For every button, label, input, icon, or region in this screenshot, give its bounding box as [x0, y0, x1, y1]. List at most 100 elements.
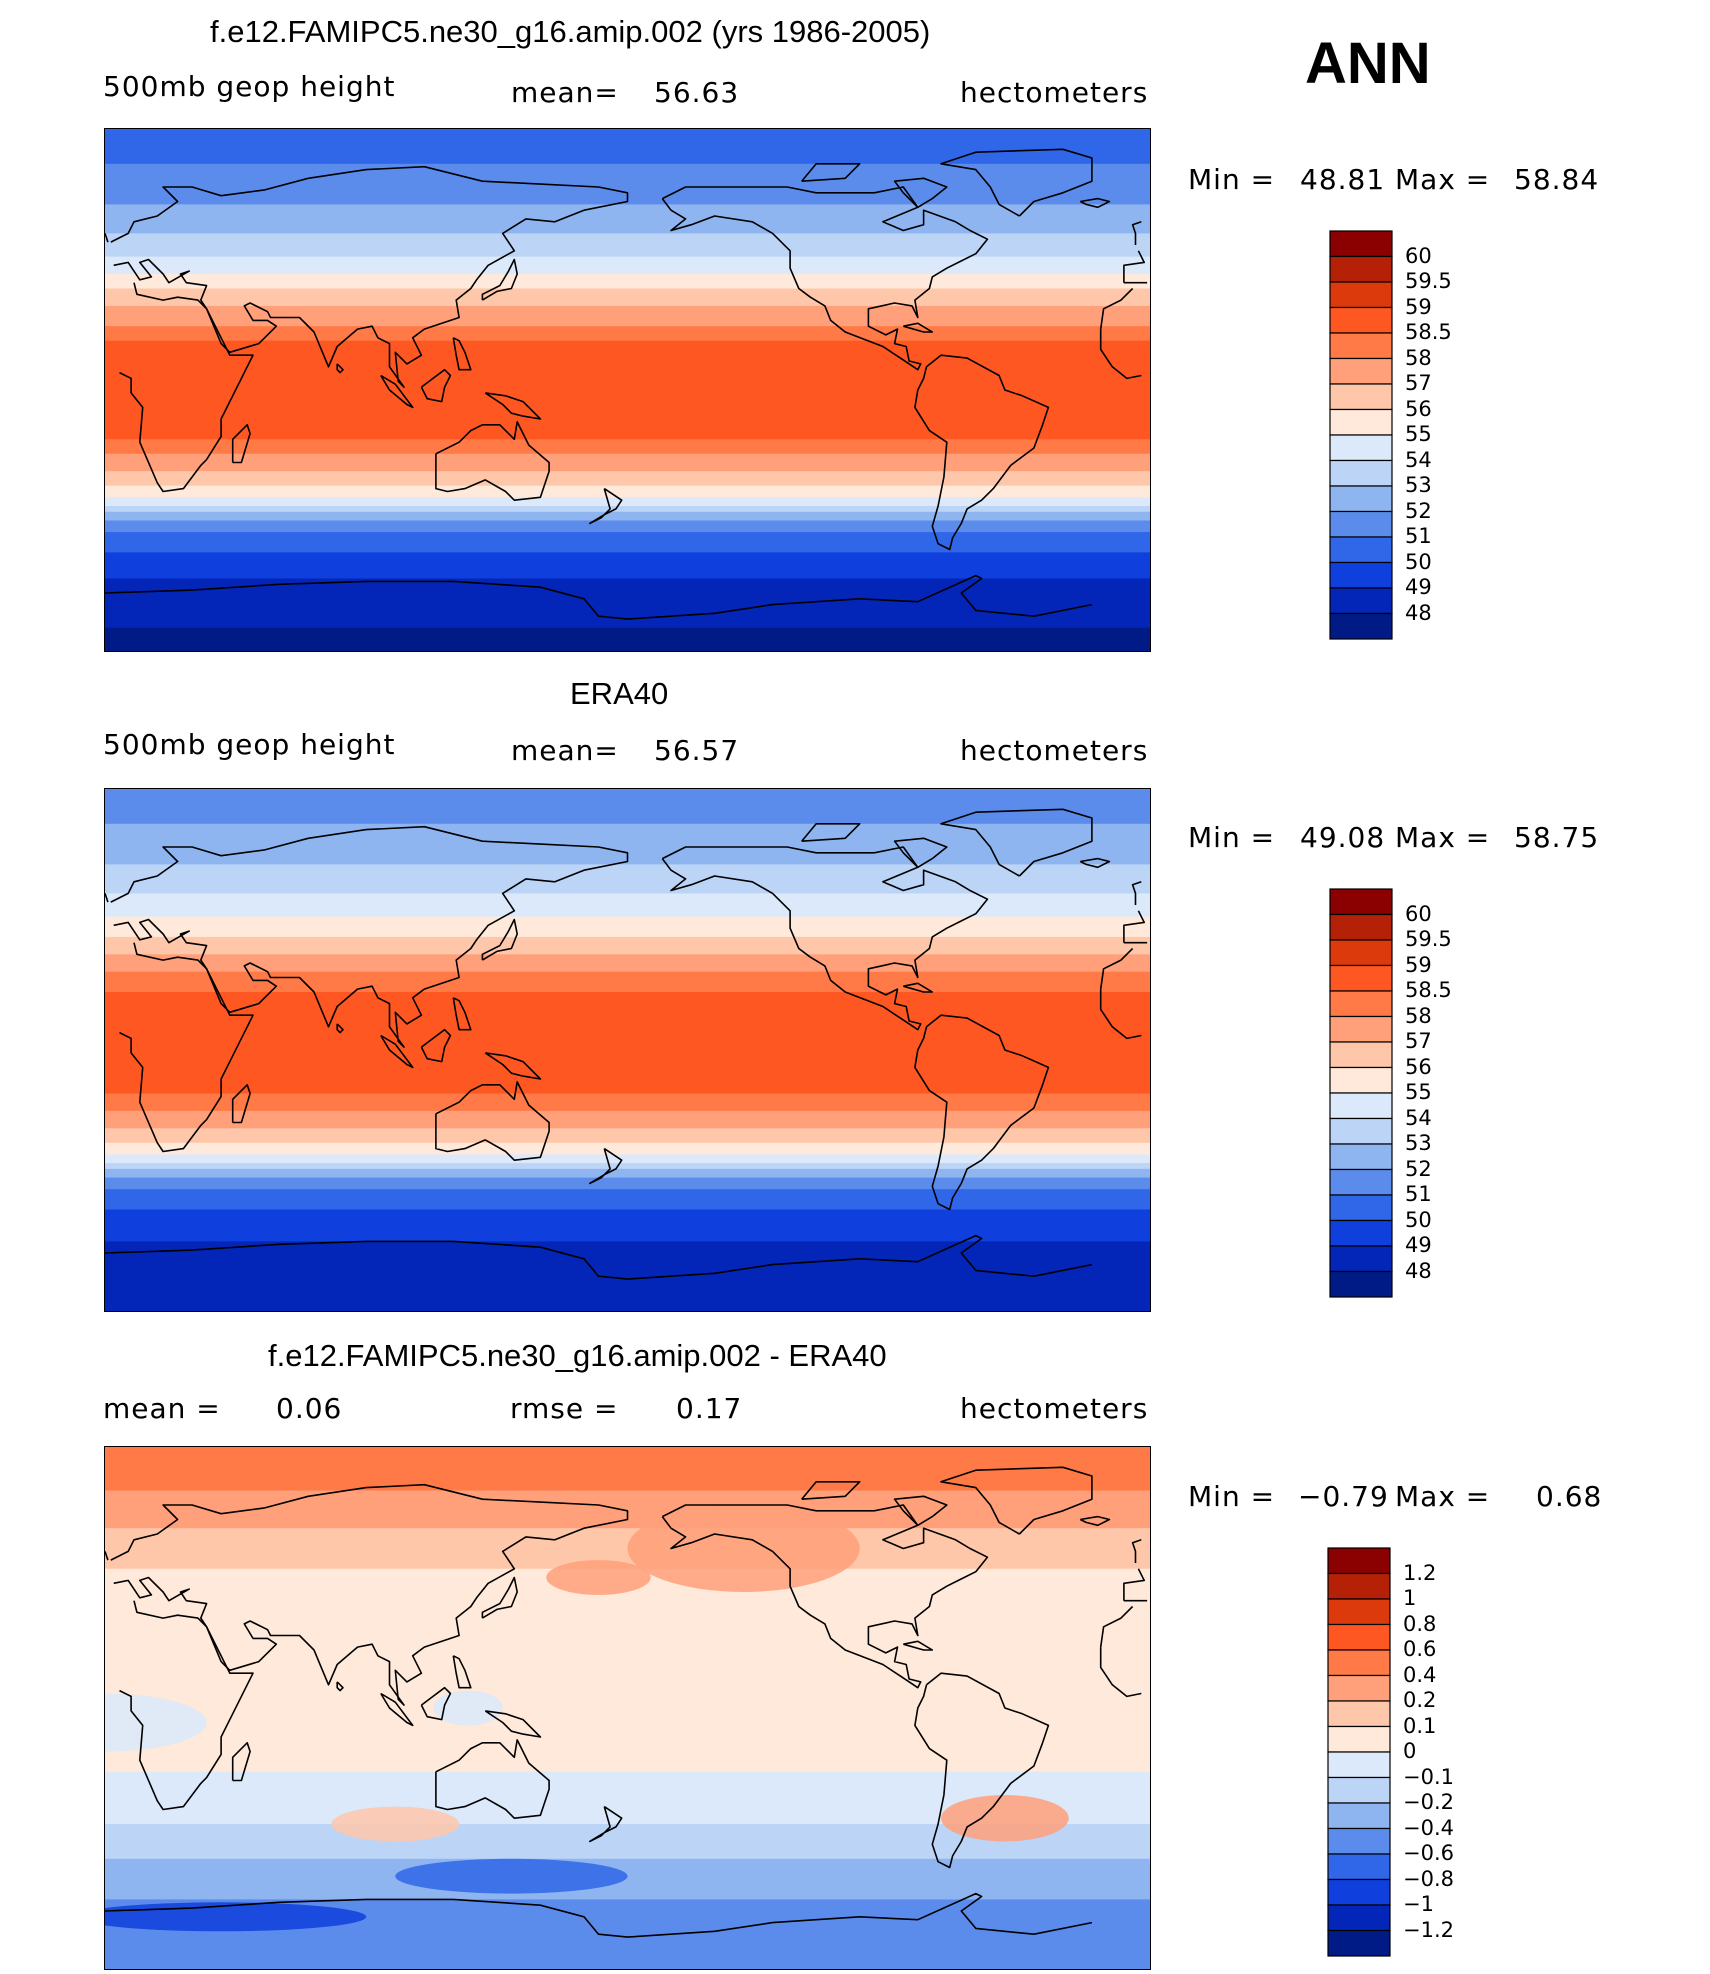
- contour-band: [105, 1447, 1150, 1491]
- contour-band: [105, 1093, 1150, 1112]
- colorbar-swatch: [1329, 1270, 1393, 1298]
- panel-2-coastlines: [105, 808, 1148, 1280]
- colorbar-tick-label: 55: [1405, 1080, 1432, 1104]
- coastline-baffin: [893, 837, 948, 868]
- colorbar-swatch: [1327, 1598, 1391, 1626]
- panel-3-colorbar: 1.2 1 0.8 0.6 0.4 0.2 0.1 0 −0.1 −0.2 −0.4 −0.6 −0.8…: [1327, 1547, 1527, 1964]
- colorbar-swatch: [1327, 1649, 1391, 1677]
- colorbar-swatch: [1329, 1194, 1393, 1222]
- coastline-srilanka: [336, 1681, 344, 1692]
- panel-3-min-label: Min =: [1188, 1480, 1276, 1513]
- colorbar-tick-label: −1: [1403, 1892, 1434, 1916]
- contour-band: [105, 204, 1150, 234]
- coastline-iceland: [1079, 197, 1111, 209]
- panel-1-min-label: Min =: [1188, 163, 1276, 196]
- contour-band: [105, 471, 1150, 487]
- colorbar-tick-label: −0.4: [1403, 1815, 1454, 1840]
- colorbar-swatch: [1329, 1219, 1393, 1247]
- coastline-borneo: [420, 1028, 452, 1063]
- panel-1-map: [104, 128, 1151, 652]
- coastline-newguinea: [484, 1710, 542, 1738]
- colorbar-swatch: [1329, 913, 1393, 941]
- coastline-cuba: [903, 982, 934, 993]
- coastline-uk: [1131, 881, 1142, 905]
- colorbar-tick-label: 57: [1405, 1029, 1432, 1053]
- contour-band: [105, 864, 1150, 894]
- colorbar-swatch: [1329, 510, 1393, 538]
- colorbar-swatch: [1327, 1547, 1391, 1575]
- coastline-samerica: [914, 1014, 1050, 1211]
- colorbar-tick-label: 0.1: [1403, 1713, 1437, 1738]
- contour-band: [105, 1142, 1150, 1155]
- colorbar-swatch: [1327, 1674, 1391, 1702]
- coastline-newguinea: [484, 1052, 542, 1080]
- colorbar-tick-label: 58: [1405, 1003, 1432, 1028]
- colorbar-tick-label: 48: [1405, 1258, 1432, 1283]
- panel-2-units: hectometers: [960, 734, 1149, 767]
- coastline-sumatra: [380, 1034, 414, 1069]
- coastline-africa: [1099, 329, 1142, 380]
- coastline-srilanka: [336, 1023, 344, 1034]
- colorbar-tick-label: 50: [1405, 549, 1432, 574]
- panel-3-units: hectometers: [960, 1392, 1149, 1425]
- panel-1-title: f.e12.FAMIPC5.ne30_g16.amip.002 (yrs 198…: [210, 14, 931, 49]
- panel-2-mean-value: 56.57: [654, 734, 740, 767]
- coastline-borneo: [420, 1686, 452, 1721]
- coastline-iceland: [1079, 1515, 1111, 1527]
- panel-1-min-value: 48.81: [1300, 163, 1386, 196]
- contour-anomaly: [395, 1858, 628, 1894]
- colorbar-swatch: [1329, 561, 1393, 589]
- contour-band: [105, 274, 1150, 289]
- colorbar-swatch: [1329, 888, 1393, 916]
- contour-band: [105, 992, 1150, 1094]
- panel-1-mean-label: mean=: [511, 76, 619, 109]
- season-label: ANN: [1305, 31, 1431, 96]
- contour-band: [105, 1568, 1150, 1773]
- contour-band: [105, 1154, 1150, 1164]
- colorbar-tick-label: 1: [1403, 1586, 1417, 1610]
- colorbar-tick-label: 0: [1403, 1739, 1417, 1763]
- colorbar-tick-label: 49: [1405, 575, 1432, 599]
- colorbar-swatch: [1329, 357, 1393, 385]
- panel-2-map: [104, 788, 1151, 1312]
- colorbar-tick-label: 54: [1405, 1105, 1432, 1130]
- colorbar-swatch: [1329, 434, 1393, 462]
- coastline-baffin: [893, 1495, 948, 1526]
- colorbar-tick-label: −0.6: [1403, 1841, 1454, 1865]
- colorbar-swatch: [1327, 1725, 1391, 1753]
- colorbar-tick-label: −1.2: [1403, 1917, 1454, 1942]
- panel-1-mean-value: 56.63: [654, 76, 740, 109]
- contour-band: [105, 305, 1150, 327]
- contour-band: [105, 520, 1150, 533]
- colorbar-swatch: [1327, 1827, 1391, 1855]
- coastline-samerica: [914, 1672, 1050, 1869]
- colorbar-swatch: [1329, 255, 1393, 283]
- colorbar-tick-label: −0.2: [1403, 1790, 1454, 1814]
- coastline-cuba: [903, 1640, 934, 1651]
- panel-1-max-label: Max =: [1395, 163, 1491, 196]
- coastline-arctic-is: [801, 823, 861, 842]
- contour-band: [105, 1528, 1150, 1570]
- colorbar-tick-label: 59.5: [1405, 927, 1452, 951]
- coastline-namerica: [661, 186, 989, 371]
- contour-band: [105, 511, 1150, 521]
- contour-band: [105, 916, 1150, 938]
- coastline-nz: [589, 487, 623, 525]
- coastline-borneo: [420, 368, 452, 403]
- coastline-eurasia: [110, 825, 629, 1048]
- coastline-africa: [119, 282, 254, 493]
- colorbar-swatch: [1329, 1245, 1393, 1273]
- panel-3-map: [104, 1446, 1151, 1970]
- colorbar-swatch: [1329, 1143, 1393, 1171]
- coastline-eurasia: [110, 165, 629, 388]
- colorbar-swatch: [1327, 1802, 1391, 1830]
- contour-band: [105, 627, 1150, 651]
- contour-band: [105, 1110, 1150, 1129]
- colorbar-swatch: [1329, 1117, 1393, 1145]
- coastline-antarctica: [105, 1240, 628, 1280]
- colorbar-swatch: [1327, 1878, 1391, 1906]
- coastline-madagascar: [231, 1084, 251, 1124]
- contour-band: [105, 1163, 1150, 1170]
- colorbar-tick-label: 55: [1405, 422, 1432, 446]
- panel-3-coastlines: [105, 1466, 1148, 1938]
